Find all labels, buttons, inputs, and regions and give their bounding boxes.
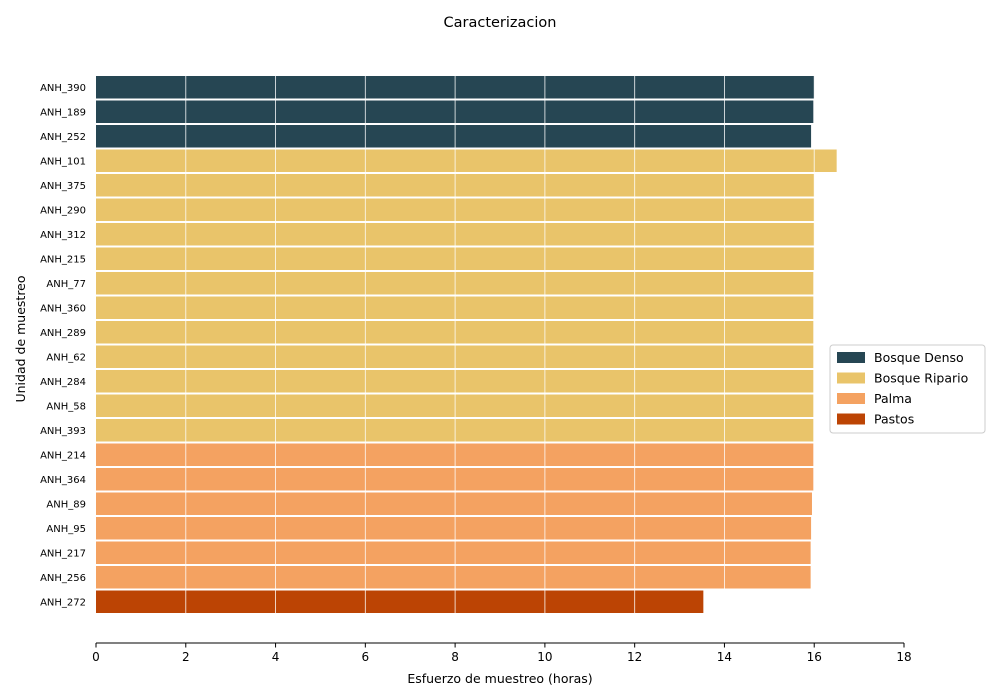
y-tick-label: ANH_256 <box>40 573 86 584</box>
bar-anh-252 <box>96 125 812 148</box>
legend-label: Pastos <box>874 412 914 427</box>
x-tick-label: 8 <box>451 650 459 664</box>
bars-layer <box>96 76 837 613</box>
x-tick-label: 2 <box>182 650 190 664</box>
x-tick-label: 0 <box>92 650 100 664</box>
y-tick-label: ANH_58 <box>46 401 86 412</box>
x-tick-label: 10 <box>537 650 552 664</box>
y-tick-label: ANH_89 <box>46 499 86 510</box>
y-tick-label: ANH_62 <box>46 352 86 363</box>
bar-anh-256 <box>96 566 811 589</box>
y-tick-label: ANH_77 <box>46 279 86 290</box>
legend-box <box>829 344 986 434</box>
y-tick-label: ANH_375 <box>40 181 86 192</box>
y-tick-label: ANH_390 <box>40 83 86 94</box>
chart-title: Caracterizacion <box>444 15 557 31</box>
y-tick-label: ANH_215 <box>40 254 86 265</box>
legend: Bosque Denso Bosque Ripario Palma Pastos <box>829 344 986 434</box>
y-tick-label: ANH_284 <box>40 377 86 388</box>
legend-label: Bosque Denso <box>874 350 964 365</box>
x-tick-label: 4 <box>272 650 280 664</box>
y-tick-label: ANH_360 <box>40 303 86 314</box>
legend-swatch <box>837 413 865 425</box>
y-tick-label: ANH_189 <box>40 107 86 118</box>
x-tick-label: 16 <box>807 650 822 664</box>
bar-anh-95 <box>96 517 812 540</box>
legend-swatch <box>837 393 865 404</box>
y-tick-label: ANH_289 <box>40 328 86 339</box>
y-tick-label: ANH_252 <box>40 132 86 143</box>
x-tick-label: 18 <box>896 650 911 664</box>
y-axis-label: Unidad de muestreo <box>13 275 28 402</box>
x-tick-label: 12 <box>627 650 642 664</box>
x-tick-label: 14 <box>717 650 732 664</box>
bar-anh-272 <box>96 590 704 613</box>
legend-label: Bosque Ripario <box>874 371 968 386</box>
axes-layer: ANH_390 ANH_189 ANH_252 ANH_101 ANH_375 ANH_2… <box>40 83 912 664</box>
bar-anh-217 <box>96 541 811 564</box>
x-tick-label: 6 <box>362 650 370 664</box>
legend-swatch <box>837 372 865 384</box>
y-tick-label: ANH_364 <box>40 475 86 486</box>
bar-anh-101 <box>96 149 837 172</box>
x-axis-label: Esfuerzo de muestreo (horas) <box>407 671 592 686</box>
bar-anh-89 <box>96 492 812 515</box>
y-tick-label: ANH_214 <box>40 450 86 461</box>
legend-label: Palma <box>874 391 912 406</box>
y-tick-label: ANH_393 <box>40 426 86 437</box>
y-tick-label: ANH_290 <box>40 205 86 216</box>
grid-layer <box>185 76 815 613</box>
y-tick-label: ANH_95 <box>46 524 86 535</box>
y-tick-label: ANH_217 <box>40 548 86 559</box>
y-tick-label: ANH_272 <box>40 597 86 608</box>
legend-swatch <box>837 352 865 363</box>
y-tick-label: ANH_101 <box>40 156 86 167</box>
y-tick-label: ANH_312 <box>40 230 86 241</box>
